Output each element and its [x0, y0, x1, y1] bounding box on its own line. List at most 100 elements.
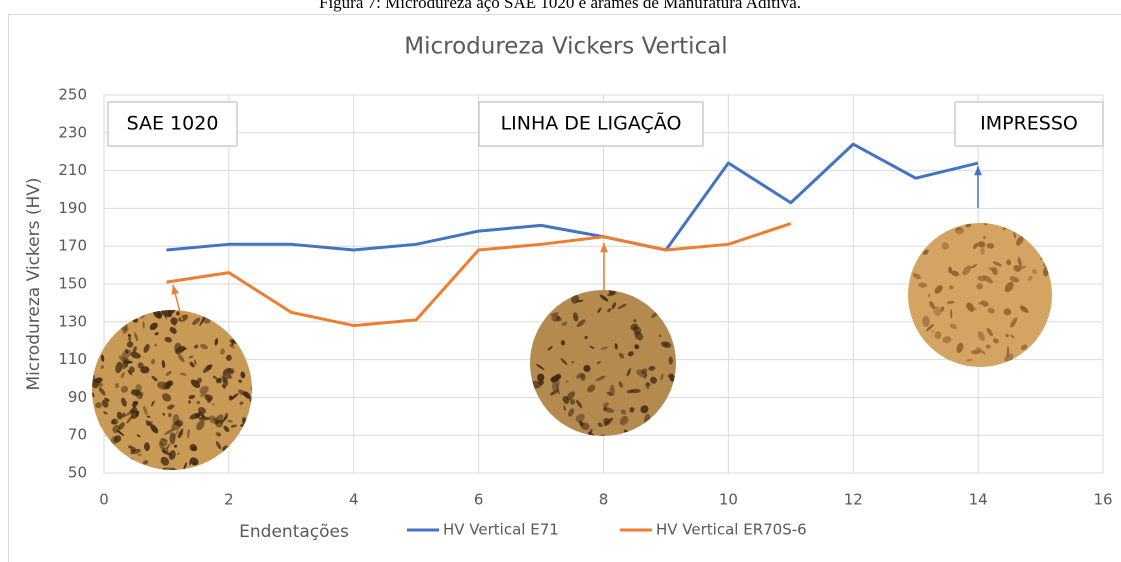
legend-label: HV Vertical ER70S-6	[656, 521, 807, 539]
x-tick-label: 12	[844, 491, 863, 509]
y-tick-label: 190	[58, 199, 87, 217]
grain	[162, 299, 167, 305]
y-tick-label: 210	[58, 161, 87, 179]
grain	[1004, 379, 1011, 384]
grain	[98, 337, 104, 344]
grain	[935, 216, 941, 220]
grain	[248, 354, 256, 363]
grain	[202, 478, 210, 487]
grain	[1029, 364, 1041, 372]
grain	[580, 273, 588, 282]
grain	[1060, 278, 1069, 289]
y-tick-label: 170	[58, 237, 87, 255]
x-tick-label: 14	[969, 491, 988, 509]
chart: Figura 7: Microdureza aço SAE 1020 e ara…	[0, 0, 1121, 562]
x-tick-label: 8	[599, 491, 609, 509]
grain	[233, 331, 239, 336]
grain	[153, 296, 158, 302]
grain	[950, 219, 957, 226]
grain	[253, 416, 262, 423]
grain	[245, 432, 255, 442]
grain	[97, 435, 99, 446]
grain	[937, 372, 941, 379]
y-tick-label: 70	[68, 426, 87, 444]
x-tick-label: 0	[99, 491, 109, 509]
y-tick-label: 110	[58, 350, 87, 368]
grain	[238, 332, 248, 341]
grain	[210, 481, 218, 487]
grain	[111, 301, 115, 306]
grain	[899, 264, 904, 272]
grain	[123, 312, 128, 320]
grain	[255, 403, 265, 412]
grain	[191, 467, 198, 475]
grain	[519, 369, 524, 376]
grain	[232, 318, 243, 324]
grain	[669, 300, 671, 311]
x-tick-label: 6	[474, 491, 484, 509]
legend-label: HV Vertical E71	[443, 521, 559, 539]
grain	[222, 309, 232, 314]
grain	[965, 223, 971, 228]
micrograph-disc	[530, 290, 676, 436]
grain	[635, 430, 644, 439]
grain	[210, 308, 215, 313]
grain	[151, 479, 156, 484]
annotation: IMPRESSO	[980, 113, 1078, 135]
grain	[244, 455, 247, 459]
grain	[199, 476, 207, 486]
grain	[1065, 263, 1071, 270]
y-tick-label: 90	[68, 388, 87, 406]
series-line	[166, 144, 978, 250]
grain	[118, 483, 122, 488]
grain	[654, 298, 657, 302]
grain	[672, 387, 677, 392]
y-tick-label: 230	[58, 123, 87, 141]
grain	[122, 300, 131, 308]
grain	[257, 365, 264, 373]
x-axis-label: Endentações	[239, 522, 349, 542]
grain	[1063, 332, 1069, 336]
micrograph	[80, 296, 284, 489]
micrograph	[898, 216, 1073, 384]
y-tick-label: 250	[58, 86, 87, 104]
grain	[530, 423, 538, 431]
x-tick-label: 2	[224, 491, 234, 509]
micrograph	[519, 273, 689, 442]
x-tick-label: 10	[719, 491, 738, 509]
chart-title: Microdureza Vickers Vertical	[404, 34, 727, 60]
grain	[526, 353, 531, 358]
grain	[229, 312, 239, 318]
grain	[1022, 218, 1027, 223]
caption: Figura 7: Microdureza aço SAE 1020 e ara…	[319, 0, 801, 12]
grain	[230, 456, 234, 459]
annotation: LINHA DE LIGAÇÃO	[501, 112, 682, 135]
annotation: SAE 1020	[127, 113, 219, 135]
x-tick-label: 16	[1093, 491, 1112, 509]
grain	[121, 481, 132, 489]
grain	[252, 366, 257, 372]
grain	[961, 366, 966, 372]
grain	[949, 371, 955, 377]
y-axis-label: Microdureza Vickers (HV)	[24, 177, 44, 390]
grain	[552, 421, 559, 426]
x-tick-label: 4	[349, 491, 359, 509]
grain	[272, 404, 284, 415]
arrow-head	[600, 243, 608, 252]
grain	[266, 411, 271, 416]
grain	[163, 478, 173, 487]
micrograph-disc	[92, 310, 252, 470]
grain	[98, 328, 101, 331]
grain	[206, 305, 214, 314]
grain	[251, 398, 262, 410]
grain	[245, 336, 253, 346]
grain	[139, 306, 142, 309]
grain	[680, 378, 690, 389]
grain	[98, 331, 106, 341]
y-tick-label: 50	[68, 464, 87, 482]
grain	[258, 404, 267, 414]
grain	[1065, 269, 1072, 278]
y-tick-label: 150	[58, 275, 87, 293]
y-tick-label: 130	[58, 312, 87, 330]
grain	[169, 433, 175, 445]
